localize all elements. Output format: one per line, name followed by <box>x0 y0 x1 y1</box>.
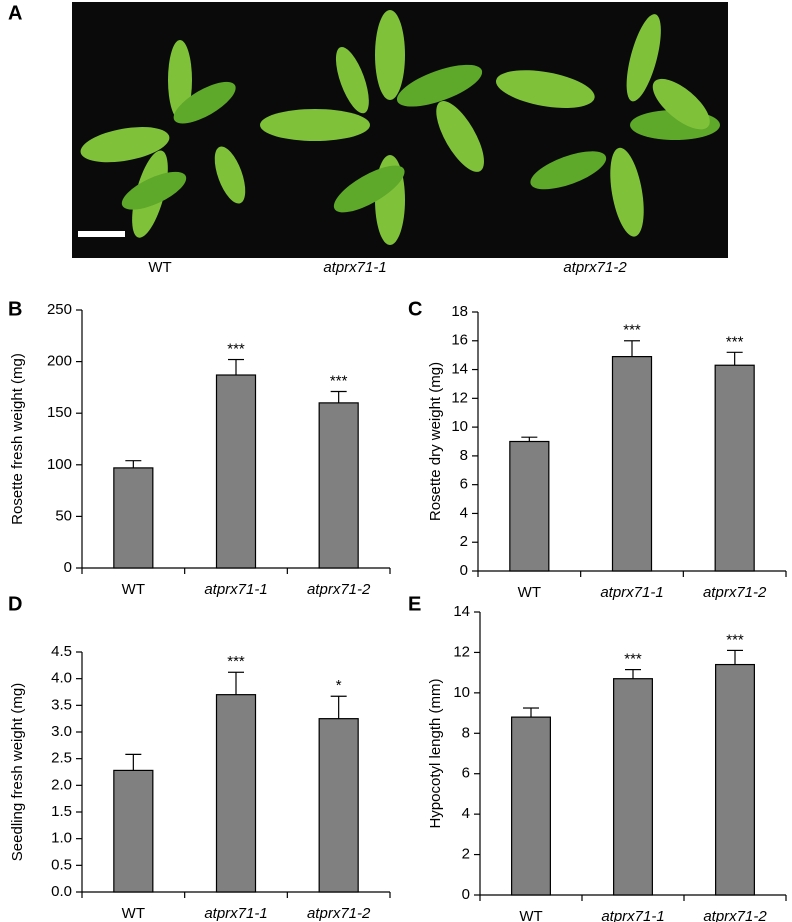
y-tick-label: 4.5 <box>51 643 72 660</box>
y-tick-label: 0 <box>64 559 72 576</box>
x-tick-label: WT <box>518 584 541 601</box>
bar <box>611 356 653 572</box>
x-tick-label: WT <box>122 905 145 922</box>
y-tick-label: 2.5 <box>51 750 72 767</box>
y-tick-label: 10 <box>451 418 468 435</box>
y-tick-label: 150 <box>47 404 72 421</box>
y-tick-label: 0 <box>460 562 468 579</box>
panel-label: A <box>8 2 22 24</box>
y-axis-label: Hypocotyl length (mm) <box>427 678 444 828</box>
panel-label: E <box>408 593 421 615</box>
bar <box>715 663 755 896</box>
y-tick-label: 50 <box>55 507 72 524</box>
bar <box>318 718 359 893</box>
y-tick-label: 10 <box>453 684 470 701</box>
significance: *** <box>623 322 641 339</box>
y-tick-label: 2.0 <box>51 776 72 793</box>
y-tick-label: 3.5 <box>51 696 72 713</box>
panel-label: C <box>408 298 422 320</box>
x-tick-label: atprx71-1 <box>204 905 267 922</box>
x-tick-label: atprx71-1 <box>600 584 663 601</box>
y-tick-label: 4.0 <box>51 670 72 687</box>
y-axis-label: Rosette fresh weight (mg) <box>9 353 26 525</box>
y-axis-label: Rosette dry weight (mg) <box>427 362 444 521</box>
y-tick-label: 2 <box>462 846 470 863</box>
y-tick-label: 6 <box>460 476 468 493</box>
bar <box>318 402 359 569</box>
significance: *** <box>624 651 642 668</box>
y-tick-label: 0 <box>462 886 470 903</box>
y-tick-label: 0.5 <box>51 856 72 873</box>
significance: *** <box>726 333 744 350</box>
bar <box>215 374 257 569</box>
photo <box>72 2 728 258</box>
bar <box>714 364 755 572</box>
x-tick-label: atprx71-2 <box>307 905 371 922</box>
y-tick-label: 14 <box>451 361 468 378</box>
x-tick-label: atprx71-2 <box>307 581 371 598</box>
bar <box>113 467 154 569</box>
x-tick-label: atprx71-1 <box>601 908 664 922</box>
y-tick-label: 1.0 <box>51 830 72 847</box>
y-tick-label: 1.5 <box>51 803 72 820</box>
photo-caption: WT <box>148 259 171 276</box>
y-tick-label: 0.0 <box>51 883 72 900</box>
y-tick-label: 200 <box>47 353 72 370</box>
y-tick-label: 3.0 <box>51 723 72 740</box>
x-tick-label: WT <box>122 581 145 598</box>
y-tick-label: 4 <box>460 504 468 521</box>
x-tick-label: atprx71-2 <box>703 908 767 922</box>
y-tick-label: 4 <box>462 805 470 822</box>
panel-label: D <box>8 593 22 615</box>
y-tick-label: 6 <box>462 765 470 782</box>
significance: *** <box>726 631 744 648</box>
bar <box>113 769 154 893</box>
y-tick-label: 8 <box>462 724 470 741</box>
y-tick-label: 14 <box>453 603 470 620</box>
significance: *** <box>330 372 348 389</box>
bar <box>215 694 257 893</box>
bar <box>509 440 550 572</box>
y-axis-label: Seedling fresh weight (mg) <box>9 683 26 861</box>
y-tick-label: 12 <box>453 643 470 660</box>
significance: * <box>336 677 342 694</box>
y-tick-label: 2 <box>460 533 468 550</box>
significance: *** <box>227 653 245 670</box>
y-tick-label: 16 <box>451 332 468 349</box>
x-tick-label: atprx71-1 <box>204 581 267 598</box>
y-tick-label: 100 <box>47 456 72 473</box>
y-tick-label: 18 <box>451 303 468 320</box>
x-tick-label: WT <box>519 908 542 922</box>
bar <box>511 716 551 896</box>
y-tick-label: 8 <box>460 447 468 464</box>
x-tick-label: atprx71-2 <box>703 584 767 601</box>
panel-label: B <box>8 298 22 320</box>
photo-caption: atprx71-2 <box>563 259 627 276</box>
y-tick-label: 12 <box>451 389 468 406</box>
significance: *** <box>227 341 245 358</box>
photo-caption: atprx71-1 <box>323 259 386 276</box>
y-tick-label: 250 <box>47 301 72 318</box>
bar <box>613 678 653 896</box>
